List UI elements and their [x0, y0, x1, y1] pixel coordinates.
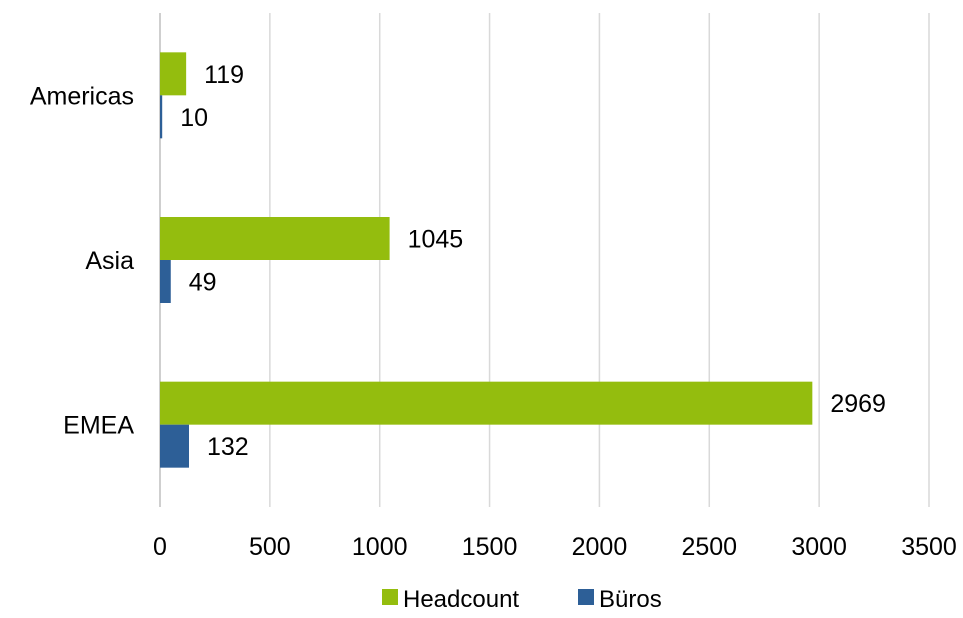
data-label: 1045: [408, 226, 464, 254]
legend-swatch: [578, 589, 594, 605]
category-label: Asia: [85, 247, 134, 275]
bar-headcount-asia: [160, 217, 390, 260]
category-axis: Americas Asia EMEA: [30, 82, 135, 439]
data-label: 49: [189, 269, 217, 297]
data-label: 2969: [830, 390, 886, 418]
x-tick-label: 500: [249, 533, 291, 561]
x-tick-label: 1000: [352, 533, 408, 561]
x-tick-label: 3500: [901, 533, 957, 561]
bar-b-ros-americas: [160, 95, 163, 139]
bar-headcount-emea: [160, 381, 813, 425]
x-tick-label: 2500: [681, 533, 737, 561]
bar-b-ros-asia: [160, 260, 171, 303]
category-label: EMEA: [63, 412, 134, 440]
x-tick-label: 3000: [791, 533, 847, 561]
bars: [160, 52, 813, 468]
legend-item: Büros: [578, 586, 662, 613]
bar-headcount-americas: [160, 52, 187, 96]
x-tick-label: 1500: [462, 533, 518, 561]
x-tick-label: 2000: [572, 533, 628, 561]
data-labels: 119 10 1045 49 2969 132: [180, 61, 886, 461]
legend-item: Headcount: [382, 586, 519, 613]
x-tick-label: 0: [153, 533, 167, 561]
data-label: 119: [204, 61, 244, 89]
legend-label: Headcount: [403, 586, 519, 613]
data-label: 10: [180, 104, 208, 132]
data-label: 132: [207, 433, 249, 461]
category-label: Americas: [30, 82, 134, 110]
bar-b-ros-emea: [160, 424, 190, 468]
legend-label: Büros: [599, 586, 662, 613]
legend: Headcount Büros: [382, 586, 662, 613]
value-axis: 0 500 1000 1500 2000 2500 3000 3500: [153, 533, 957, 561]
legend-swatch: [382, 589, 398, 605]
